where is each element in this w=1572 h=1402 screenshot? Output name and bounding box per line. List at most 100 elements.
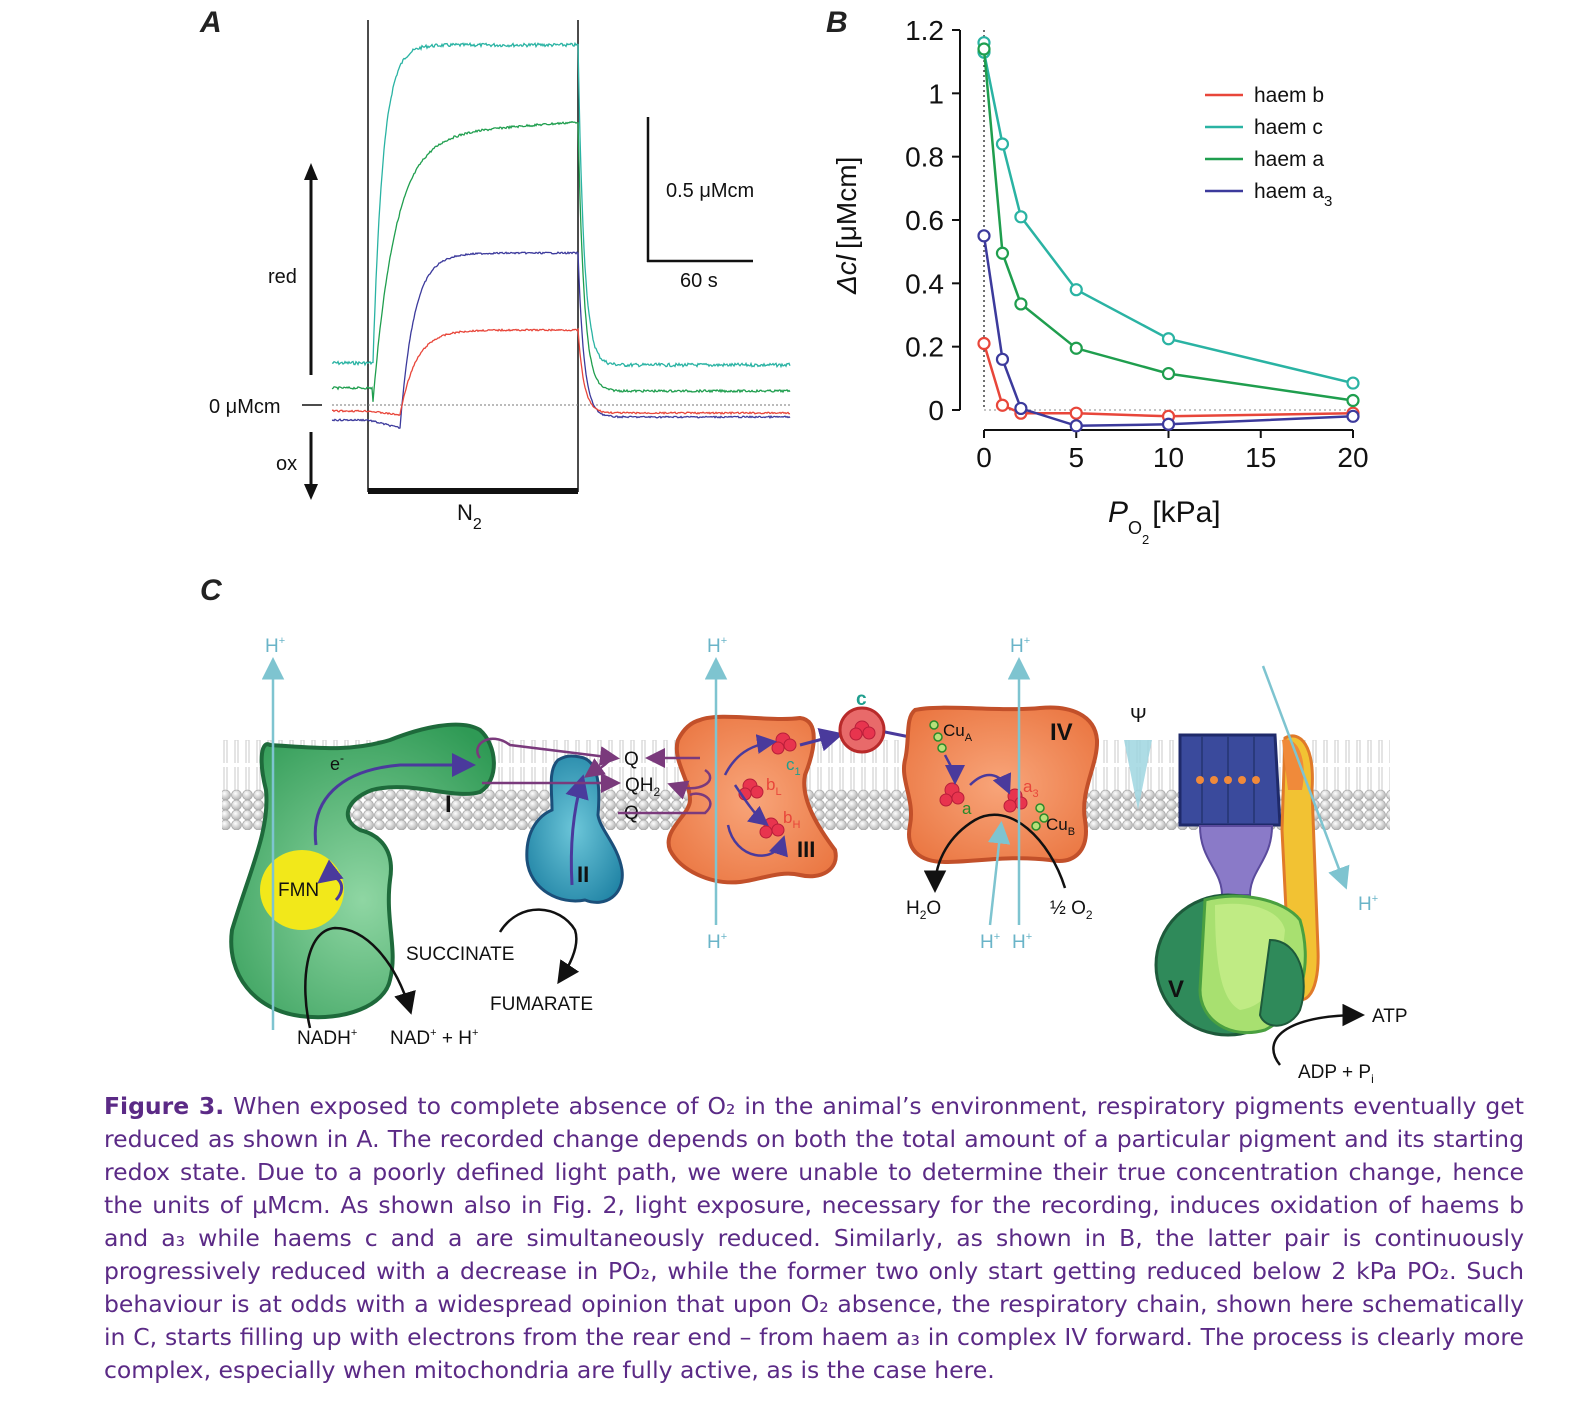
series-3-point bbox=[1346, 409, 1360, 423]
y-tick-label: 1 bbox=[928, 78, 944, 109]
y-axis-title: Δcl[μMcm] bbox=[831, 157, 862, 295]
h-plus-complex-v: H+ bbox=[1358, 893, 1378, 915]
chart-axes: 0 0.2 0.4 0.6 0.8 1 1.2 0 5 10 15 20 bbox=[905, 15, 1369, 473]
nad-label: NAD+ + H+ bbox=[390, 1027, 478, 1049]
haem-b-trace bbox=[331, 327, 791, 417]
c1-label: c1 bbox=[786, 755, 801, 778]
recording-traces bbox=[331, 41, 791, 430]
series-1-point bbox=[995, 137, 1010, 151]
series-1-point bbox=[1069, 283, 1083, 297]
h2o-label: H2O bbox=[906, 898, 941, 922]
series-3-line bbox=[982, 235, 1354, 428]
y-tick-label: 0.6 bbox=[905, 205, 944, 236]
ox-label: ox bbox=[276, 453, 297, 475]
n2-label: N2 bbox=[457, 500, 482, 533]
x-tick-label: 20 bbox=[1337, 442, 1368, 473]
series-3-point bbox=[995, 352, 1010, 366]
chart-legend: haem b haem c haem a haem a3 bbox=[1205, 84, 1332, 210]
series-3-point bbox=[1161, 417, 1176, 431]
series-1-point bbox=[1161, 332, 1176, 346]
h-plus-complex-iv-bottom-1: H+ bbox=[980, 931, 1000, 953]
series-0-point bbox=[977, 336, 991, 351]
zero-label: 0 μMcm bbox=[209, 396, 281, 418]
fumarate-label: FUMARATE bbox=[490, 994, 593, 1015]
figure-caption: Figure 3. When exposed to complete absen… bbox=[104, 1090, 1524, 1387]
series-0-line bbox=[982, 343, 1354, 418]
series-0-point bbox=[1069, 406, 1083, 420]
x-tick-label: 15 bbox=[1245, 442, 1276, 473]
a-label: a bbox=[962, 799, 972, 818]
y-tick-label: 1.2 bbox=[905, 15, 944, 46]
series-2-point bbox=[1069, 341, 1083, 355]
panel-label-b: B bbox=[826, 6, 848, 39]
series-2-point bbox=[1346, 393, 1360, 408]
complex-i-shape bbox=[229, 722, 496, 1020]
h-plus-complex-iv-top: H+ bbox=[1010, 635, 1030, 657]
electron-label: e- bbox=[330, 751, 344, 774]
scale-x-label: 60 s bbox=[680, 270, 718, 292]
legend-label: haem a3 bbox=[1254, 180, 1332, 210]
bl-label: bL bbox=[766, 775, 782, 798]
chart-series bbox=[977, 36, 1360, 433]
complex-i-label: I bbox=[445, 791, 452, 818]
legend-label: haem c bbox=[1254, 116, 1323, 139]
caption-text: When exposed to complete absence of O₂ i… bbox=[104, 1092, 1524, 1384]
complex-iv-label: IV bbox=[1050, 719, 1073, 746]
series-2-point bbox=[1014, 297, 1028, 311]
y-tick-label: 0 bbox=[928, 395, 944, 426]
panel-label-a: A bbox=[200, 6, 222, 39]
y-tick-label: 0.4 bbox=[905, 268, 944, 299]
half-o2-label: ½ O2 bbox=[1050, 898, 1093, 922]
y-tick-label: 0.8 bbox=[905, 142, 944, 173]
y-tick-label: 0.2 bbox=[905, 332, 944, 363]
bh-label: bH bbox=[783, 808, 800, 831]
panel-a-recording: N2 red ox 0 μMcm 0.5 μMcm 60 s bbox=[209, 20, 791, 533]
cua-label: CuA bbox=[943, 721, 973, 744]
complex-v-label: V bbox=[1168, 976, 1184, 1003]
h-plus-complex-iii-bottom: H+ bbox=[707, 931, 727, 953]
haem-a-trace bbox=[331, 120, 791, 402]
haem-c-trace bbox=[331, 41, 791, 369]
n2-bar bbox=[368, 488, 578, 494]
h-plus-complex-i: H+ bbox=[265, 635, 285, 657]
series-3-point bbox=[977, 229, 991, 243]
series-2-point bbox=[1161, 366, 1176, 381]
haem-a3-trace bbox=[331, 251, 791, 430]
membrane-potential-icon bbox=[1124, 740, 1152, 810]
series-2-point bbox=[995, 246, 1010, 260]
x-tick-label: 10 bbox=[1153, 442, 1184, 473]
complex-ii-label: II bbox=[577, 862, 589, 887]
h-plus-complex-iii-top: H+ bbox=[707, 635, 727, 657]
series-3-point bbox=[1069, 419, 1083, 433]
psi-label: Ψ bbox=[1130, 705, 1147, 727]
series-2-point bbox=[977, 42, 991, 56]
complex-v-shape bbox=[1154, 733, 1320, 1037]
legend-label: haem b bbox=[1254, 84, 1324, 107]
legend-label: haem a bbox=[1254, 148, 1324, 171]
panel-label-c: C bbox=[200, 574, 222, 607]
nadh-label: NADH+ bbox=[297, 1027, 357, 1049]
x-axis-title: PO2[kPa] bbox=[1108, 496, 1221, 547]
adp-label: ADP + Pi bbox=[1298, 1062, 1374, 1086]
series-1-point bbox=[1346, 376, 1360, 390]
panel-c-respiratory-chain: FMN I e- II III c1 bL bH Q QH2 Q c IV Cu… bbox=[222, 635, 1408, 1086]
series-1-point bbox=[1014, 210, 1028, 224]
series-0-point bbox=[995, 398, 1010, 412]
caption-label: Figure 3. bbox=[104, 1092, 225, 1120]
cub-label: CuB bbox=[1046, 815, 1075, 838]
complex-iii-label: III bbox=[797, 837, 815, 862]
c-label: c bbox=[856, 689, 867, 710]
qh2-label: QH2 bbox=[625, 775, 661, 799]
q-top-label: Q bbox=[624, 749, 639, 770]
series-3-point bbox=[1014, 401, 1028, 416]
x-tick-label: 5 bbox=[1068, 442, 1084, 473]
x-tick-label: 0 bbox=[976, 442, 992, 473]
series-2-line bbox=[982, 48, 1354, 402]
complex-iii-shape bbox=[666, 714, 838, 885]
fmn-label: FMN bbox=[278, 880, 319, 901]
a3-label: a3 bbox=[1023, 777, 1039, 800]
h-plus-complex-iv-bottom-2: H+ bbox=[1012, 931, 1032, 953]
atp-label: ATP bbox=[1372, 1006, 1408, 1027]
red-label: red bbox=[268, 266, 297, 288]
